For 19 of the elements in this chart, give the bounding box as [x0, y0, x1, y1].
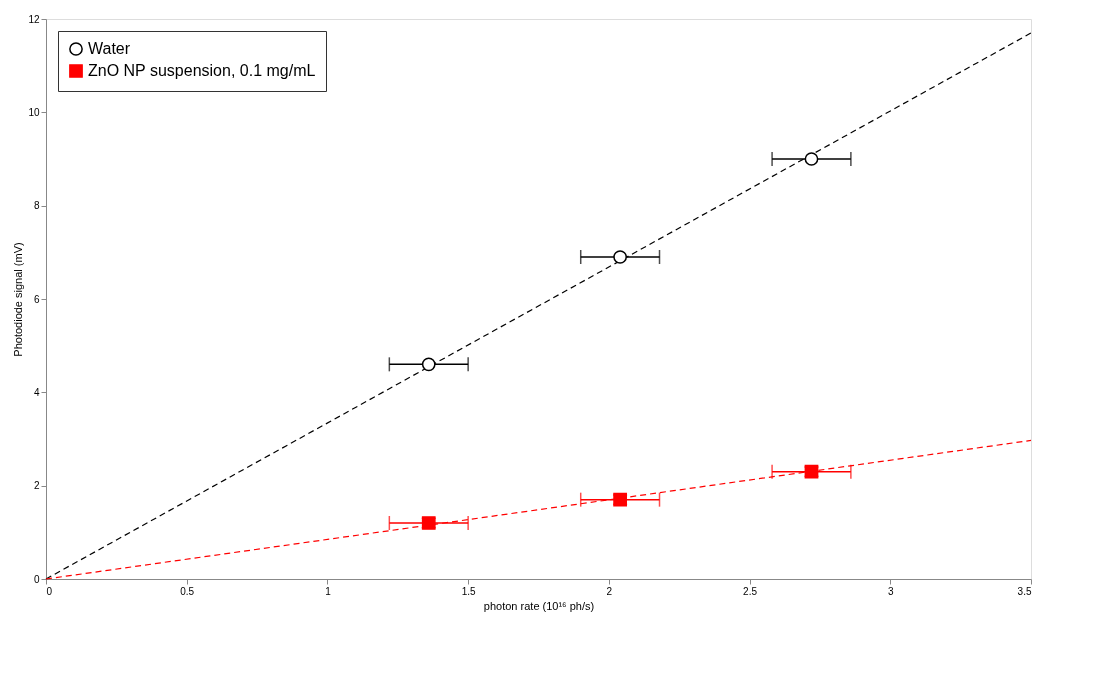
x-tick-label: 0 — [46, 585, 53, 597]
y-tick-label: 8 — [33, 200, 40, 212]
x-tick-label: 1.5 — [461, 585, 477, 597]
x-tick-label: 2.5 — [743, 585, 758, 597]
x-tick-label: 0.5 — [180, 585, 195, 597]
x-tick-label: 2 — [606, 585, 613, 597]
x-tick-label: 3.5 — [1017, 585, 1032, 597]
y-tick-label: 0 — [33, 573, 40, 585]
legend-label: ZnO NP suspension, 0.1 mg/mL — [88, 62, 316, 79]
y-axis-title: Photodiode signal (mV) — [12, 242, 25, 357]
y-tick-label: 10 — [28, 106, 40, 118]
x-axis-title: photon rate (10¹⁶ ph/s) — [483, 599, 595, 612]
y-tick-label: 4 — [33, 386, 40, 398]
legend-label: Water — [88, 40, 131, 57]
x-tick-label: 1 — [325, 585, 332, 597]
y-tick-label: 2 — [33, 480, 40, 492]
y-tick-label: 6 — [33, 293, 40, 305]
y-tick-label: 12 — [28, 13, 40, 25]
x-tick-label: 3 — [888, 585, 894, 597]
